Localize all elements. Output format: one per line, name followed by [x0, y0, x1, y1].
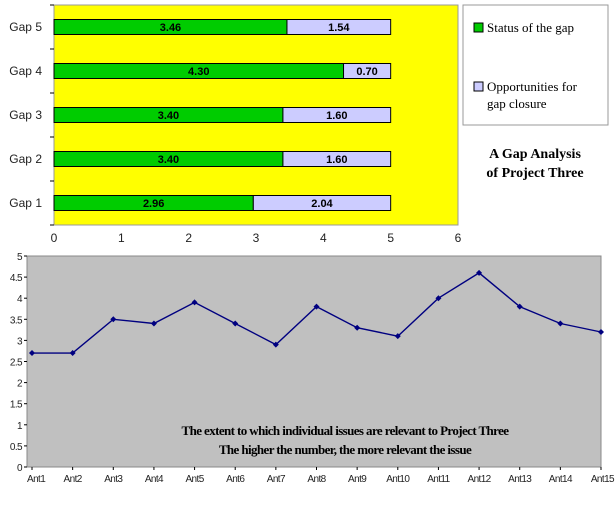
bar-data-label: 1.60: [326, 154, 347, 166]
y-tick-label: Gap 3: [9, 108, 42, 122]
bar-data-label: 1.60: [326, 110, 347, 122]
bar-opportunity: [343, 63, 392, 79]
chart-title-line1: A Gap Analysis: [489, 147, 581, 162]
y-tick-label: 4.5: [10, 273, 23, 284]
legend-label-opportunities-line1: Opportunities for: [487, 79, 578, 94]
y-tick-label: Gap 5: [9, 20, 42, 34]
bar-data-label: 4.30: [188, 66, 209, 78]
x-tick-label: Ant13: [508, 474, 532, 485]
y-tick-label: 2: [17, 379, 23, 390]
x-tick-label: 4: [320, 231, 327, 245]
x-tick-label: Ant12: [468, 474, 492, 485]
line-point: [29, 350, 35, 357]
line-point: [313, 303, 320, 310]
x-tick-label: Ant4: [145, 474, 164, 485]
line-point: [557, 320, 564, 327]
bar-data-label: 0.70: [356, 66, 377, 78]
bar-opportunity: [282, 151, 392, 167]
y-tick-label: Gap 4: [9, 64, 42, 78]
x-tick-label: Ant2: [64, 474, 83, 485]
annotation-line1: The extent to which individual issues ar…: [182, 423, 510, 438]
y-tick-label: 1: [17, 421, 23, 432]
legend-swatch-opportunities: [473, 81, 484, 92]
y-tick-label: 2.5: [10, 358, 23, 369]
line-point: [232, 320, 239, 327]
relevance-line-chart: 0 0.5 1 1.5 2 2.5 3 3.5 4 4.5 5 Ant1 Ant2 Ant3 Ant4 An…: [10, 252, 615, 485]
line-point: [516, 303, 523, 310]
gap-legend: Status of the gap Opportunities for gap …: [462, 4, 609, 126]
gap-analysis-chart: 2.96 2.04 3.40 1.60 3.40 1.60 4.30 0.70 3.46 1.54…: [9, 4, 462, 245]
x-tick-label: 2: [185, 231, 192, 245]
x-tick-label: Ant5: [185, 474, 204, 485]
line-point: [435, 295, 442, 302]
x-tick-label: Ant10: [386, 474, 410, 485]
y-tick-label: Gap 1: [9, 196, 42, 210]
x-tick-label: Ant3: [104, 474, 123, 485]
line-point: [394, 333, 401, 340]
line-point: [476, 269, 483, 276]
x-tick-label: Ant6: [226, 474, 245, 485]
y-tick-label: 5: [17, 252, 23, 263]
bar-opportunity: [252, 195, 392, 211]
legend-swatch-status: [473, 22, 484, 33]
bar-opportunity: [282, 107, 392, 123]
line-point: [110, 316, 117, 323]
y-tick-label: Gap 2: [9, 152, 42, 166]
y-tick-label: 0.5: [10, 442, 23, 453]
bar-data-label: 2.04: [311, 198, 333, 210]
line-point: [272, 341, 279, 348]
bar-data-label: 1.54: [328, 22, 350, 34]
legend-label-opportunities-line2: gap closure: [487, 96, 547, 111]
y-tick-label: 1.5: [10, 400, 23, 411]
x-tick-label: 5: [387, 231, 394, 245]
line-point: [354, 324, 361, 331]
bar-data-label: 3.40: [158, 110, 179, 122]
bar-data-label: 3.40: [158, 154, 179, 166]
x-tick-label: 0: [51, 231, 58, 245]
line-point: [150, 320, 157, 327]
x-tick-label: Ant8: [307, 474, 326, 485]
bar-data-label: 3.46: [160, 22, 181, 34]
y-tick-label: 3.5: [10, 315, 23, 326]
x-tick-label: 6: [455, 231, 462, 245]
x-tick-label: Ant14: [549, 474, 573, 485]
x-tick-label: 1: [118, 231, 125, 245]
line-point: [69, 350, 76, 357]
x-tick-label: Ant9: [348, 474, 367, 485]
annotation-line2: The higher the number, the more relevant…: [219, 442, 472, 457]
legend-box: [462, 4, 609, 126]
line-point: [191, 299, 198, 306]
chart-title-line2: of Project Three: [486, 166, 583, 181]
x-tick-label: Ant1: [27, 474, 46, 485]
y-tick-label: 4: [17, 294, 23, 305]
x-tick-label: 3: [253, 231, 260, 245]
x-tick-label: Ant7: [267, 474, 286, 485]
x-tick-label: Ant11: [427, 474, 450, 485]
legend-label-status: Status of the gap: [487, 20, 574, 35]
line-point: [598, 328, 604, 335]
line-plot-area: [26, 255, 602, 468]
bar-data-label: 2.96: [143, 198, 164, 210]
bar-opportunity: [286, 19, 392, 35]
y-tick-label: 3: [17, 336, 23, 347]
x-tick-label: Ant15: [591, 474, 615, 485]
y-tick-label: 0: [17, 463, 23, 474]
